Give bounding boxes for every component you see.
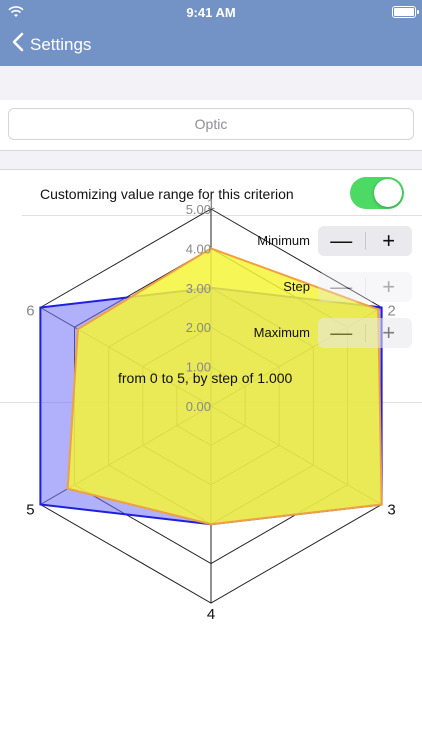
range-summary: from 0 to 5, by step of 1.000 [118, 370, 293, 386]
step-increment-button[interactable]: + [382, 274, 396, 299]
radar-tick-label: 4.00 [186, 241, 211, 256]
minimum-increment-button[interactable]: + [382, 228, 396, 253]
maximum-label: Maximum [253, 325, 310, 340]
section-gap [0, 66, 422, 101]
minimum-label: Minimum [257, 233, 310, 248]
radar-axis-label: 6 [26, 302, 34, 319]
radar-axis-label: 3 [387, 501, 395, 518]
radar-axis-label: 4 [207, 606, 215, 620]
wifi-icon [8, 5, 24, 23]
radar-axis-labels: 1 2 3 4 5 6 [26, 196, 396, 620]
radar-series-yellow [66, 247, 383, 526]
status-time: 9:41 AM [186, 5, 236, 20]
chevron-left-icon [12, 32, 24, 57]
radar-axis-label: 2 [387, 302, 395, 319]
customize-toggle[interactable] [350, 177, 404, 209]
navigation-bar: Settings [0, 24, 422, 66]
radar-tick-label: 5.00 [186, 202, 211, 217]
maximum-decrement-button[interactable]: — [330, 320, 353, 345]
radar-chart: 0.00 1.00 2.00 3.00 4.00 5.00 1 2 3 4 5 6 [26, 196, 396, 620]
toggle-knob [374, 179, 402, 207]
radar-tick-label: 0.00 [186, 399, 211, 414]
minimum-decrement-button[interactable]: — [330, 228, 353, 253]
status-bar: 9:41 AM [0, 0, 422, 24]
step-stepper: — + [318, 272, 412, 302]
criterion-name-field[interactable]: Optic [8, 108, 414, 140]
back-label: Settings [30, 34, 92, 54]
radar-tick-label: 2.00 [186, 320, 211, 335]
section-gap-2 [0, 151, 422, 170]
step-decrement-button[interactable]: — [330, 274, 353, 299]
radar-tick-labels: 0.00 1.00 2.00 3.00 4.00 5.00 [186, 202, 211, 414]
battery-icon [392, 6, 419, 18]
radar-axis-label: 1 [207, 196, 215, 213]
criterion-row: Optic [0, 100, 422, 151]
maximum-increment-button[interactable]: + [382, 320, 396, 345]
minimum-stepper: — + [318, 226, 412, 256]
customize-label: Customizing value range for this criteri… [40, 186, 294, 202]
radar-tick-label: 1.00 [186, 360, 211, 375]
radar-tick-label: 3.00 [186, 281, 211, 296]
step-label: Step [283, 279, 310, 294]
maximum-stepper: — + [318, 318, 412, 348]
back-button[interactable]: Settings [12, 32, 91, 57]
radar-axis-label: 5 [26, 501, 34, 518]
radar-series [39, 247, 383, 526]
